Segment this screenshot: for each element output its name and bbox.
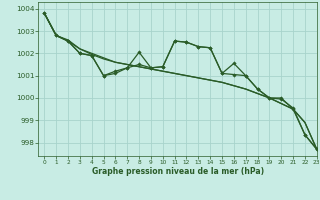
X-axis label: Graphe pression niveau de la mer (hPa): Graphe pression niveau de la mer (hPa) [92,167,264,176]
